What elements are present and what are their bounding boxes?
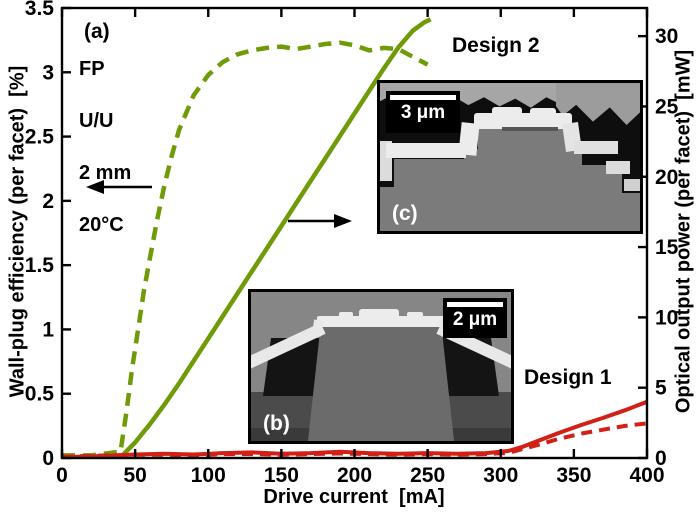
y-left-tick-label: 1.5 xyxy=(25,254,55,277)
design-2-optical-output-power-line xyxy=(62,17,432,458)
y-right-tick-label: 20 xyxy=(655,166,678,189)
sem-b-ridge-mesa xyxy=(308,322,454,441)
y-right-tick-label: 10 xyxy=(655,306,678,329)
sem-c-metal-right-step xyxy=(606,161,630,174)
y-right-tick-label: 5 xyxy=(655,377,667,400)
sem-b-metal-bump-1 xyxy=(339,312,353,320)
design-1-wall-plug-efficiency-line xyxy=(62,421,647,458)
x-tick-label: 200 xyxy=(337,464,372,487)
y-left-tick-label: 3.5 xyxy=(25,0,55,20)
y-right-tick-label: 25 xyxy=(655,95,679,118)
y-right-tick-label: 0 xyxy=(655,447,667,470)
scale-bar-box-b: 2 μm xyxy=(443,298,507,338)
info-line-coating: U/U xyxy=(79,110,114,132)
left-y-axis-title: Wall-plug efficiency (per facet) [%] xyxy=(6,65,29,398)
info-line-fp: FP xyxy=(79,58,105,80)
right-arrow-head xyxy=(334,214,352,228)
scale-bar-line-c xyxy=(390,95,456,100)
panel-label: (a) xyxy=(84,20,110,43)
scale-bar-label-b: 2 μm xyxy=(452,309,498,330)
x-tick-label: 100 xyxy=(191,464,226,487)
info-line-temperature: 20°C xyxy=(79,214,124,236)
y-right-tick-label: 30 xyxy=(655,25,678,48)
y-left-tick-label: 0 xyxy=(42,447,54,470)
sem-c-metal-right-shoulder xyxy=(574,141,618,154)
x-axis-title: Drive current [mA] xyxy=(263,486,445,508)
y-left-tick-label: 2.5 xyxy=(25,126,55,149)
inset-c-sem-image: 3 μm (c) xyxy=(377,80,643,234)
inset-b-sem-image: 2 μm (b) xyxy=(248,289,514,444)
sem-c-metal-left-shoulder xyxy=(386,143,466,158)
sem-c-metal-bump-1 xyxy=(492,107,522,116)
sem-b-metal-ridge-top xyxy=(317,316,445,327)
left-arrow-head xyxy=(86,180,104,194)
x-tick-label: 300 xyxy=(483,464,518,487)
x-tick-label: 250 xyxy=(410,464,445,487)
scale-bar-box-c: 3 μm xyxy=(386,91,460,133)
sem-c-metal-right-lower-step xyxy=(624,179,640,191)
sem-b-metal-bump-3 xyxy=(407,312,423,320)
scale-bar-line-b xyxy=(447,302,503,307)
device-info-block: FP U/U 2 mm 20°C xyxy=(79,56,131,238)
x-tick-label: 0 xyxy=(56,464,68,487)
y-right-tick-label: 15 xyxy=(655,236,679,259)
info-line-length: 2 mm xyxy=(79,162,132,184)
sem-c-metal-ridge-top xyxy=(474,113,572,129)
inset-b-label: (b) xyxy=(263,412,290,435)
design1-label: Design 1 xyxy=(524,366,612,389)
sem-c-metal-bump-2 xyxy=(530,108,556,116)
inset-c-label: (c) xyxy=(392,202,418,225)
x-tick-label: 50 xyxy=(123,464,146,487)
x-tick-label: 400 xyxy=(629,464,664,487)
design2-label: Design 2 xyxy=(452,34,540,57)
sem-b-metal-bump-2 xyxy=(359,309,399,319)
y-left-tick-label: 0.5 xyxy=(25,383,55,406)
x-tick-label: 350 xyxy=(556,464,591,487)
design-2-wall-plug-efficiency-line xyxy=(62,40,429,458)
right-y-axis-title: Optical output power (per facet) [mW] xyxy=(672,49,695,414)
x-tick-label: 150 xyxy=(264,464,299,487)
sem-c-ridge-top-contact-line xyxy=(502,127,558,131)
y-left-tick-label: 2 xyxy=(42,190,54,213)
y-left-tick-label: 3 xyxy=(42,61,54,84)
design-1-optical-output-power-line xyxy=(62,399,647,458)
y-left-tick-label: 1 xyxy=(42,318,54,341)
scale-bar-label-c: 3 μm xyxy=(400,102,446,123)
